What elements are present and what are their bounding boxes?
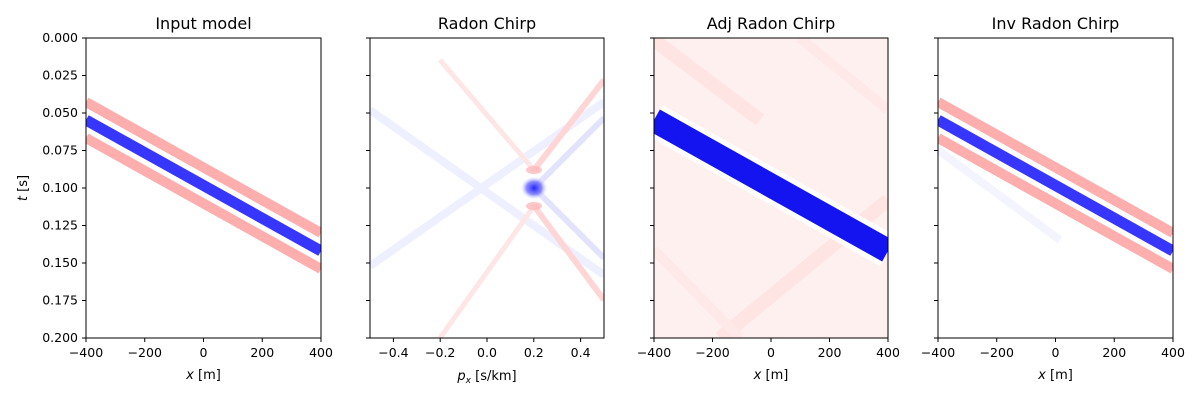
heatmap-image <box>86 97 321 274</box>
heatmap-image <box>654 38 888 338</box>
y-ticks <box>934 37 938 339</box>
panel-title: Radon Chirp <box>438 14 536 33</box>
x-ticks: −400 −200 0 200 400 <box>921 338 1185 360</box>
event-blue-core <box>938 115 1173 256</box>
blue-arm <box>531 115 604 191</box>
x-tick-label: −200 <box>695 345 729 360</box>
faint-artifact <box>796 38 888 114</box>
y-tick-label: 0.150 <box>42 255 78 270</box>
x-tick-label: −0.2 <box>425 345 455 360</box>
x-tick-label: 200 <box>818 345 842 360</box>
focus-red-lower <box>526 202 542 210</box>
focus-red-upper <box>526 166 542 174</box>
x-ticks: −400 −200 0 200 400 <box>69 338 333 360</box>
x-tick-label: 0 <box>767 345 775 360</box>
event-blue-core <box>654 109 888 262</box>
y-tick-label: 0.000 <box>42 30 78 45</box>
y-tick-label: 0.075 <box>42 143 78 158</box>
y-tick-label: 0.100 <box>42 180 78 195</box>
event-red-upper <box>938 97 1173 238</box>
y-ticks <box>650 37 654 339</box>
y-ticks: 0.000 0.025 0.050 0.075 0.100 0.125 0.15… <box>42 30 86 345</box>
panel-title: Adj Radon Chirp <box>707 14 836 33</box>
y-tick-label: 0.125 <box>42 218 78 233</box>
faint-artifact <box>654 38 765 126</box>
x-ticks: −400 −200 0 200 400 <box>637 338 900 360</box>
x-axis-label: px [s/km] <box>456 369 516 386</box>
y-tick-label: 0.200 <box>42 330 78 345</box>
faint-artifact <box>654 246 744 338</box>
red-arm <box>438 58 536 172</box>
x-tick-label: 400 <box>876 345 900 360</box>
x-axis-label: x [m] <box>753 368 789 383</box>
red-arm <box>437 204 537 338</box>
event-red-lower <box>938 133 1173 274</box>
y-tick-label: 0.050 <box>42 105 78 120</box>
heatmap-image <box>938 97 1173 274</box>
x-ticks: −0.4 −0.2 0.0 0.2 0.4 <box>378 338 591 360</box>
heatmap-image <box>370 58 604 338</box>
x-axis-label: x [m] <box>1037 368 1073 383</box>
blue-arm <box>531 185 604 261</box>
panel-inv-radon-chirp: Inv Radon Chirp −400 −200 <box>921 14 1185 383</box>
event-blue-core <box>86 115 321 256</box>
y-tick-label: 0.025 <box>42 68 78 83</box>
x-axis-label: x [m] <box>185 368 221 383</box>
x-tick-label: 400 <box>1161 345 1185 360</box>
x-tick-label: −400 <box>69 345 103 360</box>
x-tick-label: 0.4 <box>571 345 591 360</box>
x-tick-label: 400 <box>309 345 333 360</box>
x-tick-label: −200 <box>980 345 1014 360</box>
y-axis-label: t [s] <box>16 175 31 201</box>
panel-radon-chirp: Radon Chirp <box>366 14 605 386</box>
focus-point <box>520 176 548 200</box>
event-red-lower <box>86 133 321 274</box>
x-tick-label: 0 <box>1052 345 1060 360</box>
x-tick-label: 200 <box>250 345 274 360</box>
x-tick-label: 0 <box>200 345 208 360</box>
y-ticks <box>366 37 370 339</box>
red-arm <box>531 78 604 172</box>
x-tick-label: −200 <box>128 345 162 360</box>
x-tick-label: 200 <box>1102 345 1126 360</box>
x-tick-label: −400 <box>921 345 955 360</box>
panel-adj-radon-chirp: Adj Radon Chirp −40 <box>637 14 900 383</box>
event-red-upper <box>86 97 321 238</box>
faint-artifact <box>938 146 1063 244</box>
panel-title: Input model <box>155 14 251 33</box>
panel-title: Inv Radon Chirp <box>992 14 1120 33</box>
x-tick-label: 0.0 <box>477 345 497 360</box>
x-tick-label: 0.2 <box>524 345 544 360</box>
panel-input-model: Input model 0.000 0.025 0.050 0.075 0.10… <box>16 14 333 383</box>
y-tick-label: 0.175 <box>42 293 78 308</box>
x-tick-label: −0.4 <box>378 345 408 360</box>
red-arm <box>531 204 604 302</box>
x-tick-label: −400 <box>637 345 671 360</box>
